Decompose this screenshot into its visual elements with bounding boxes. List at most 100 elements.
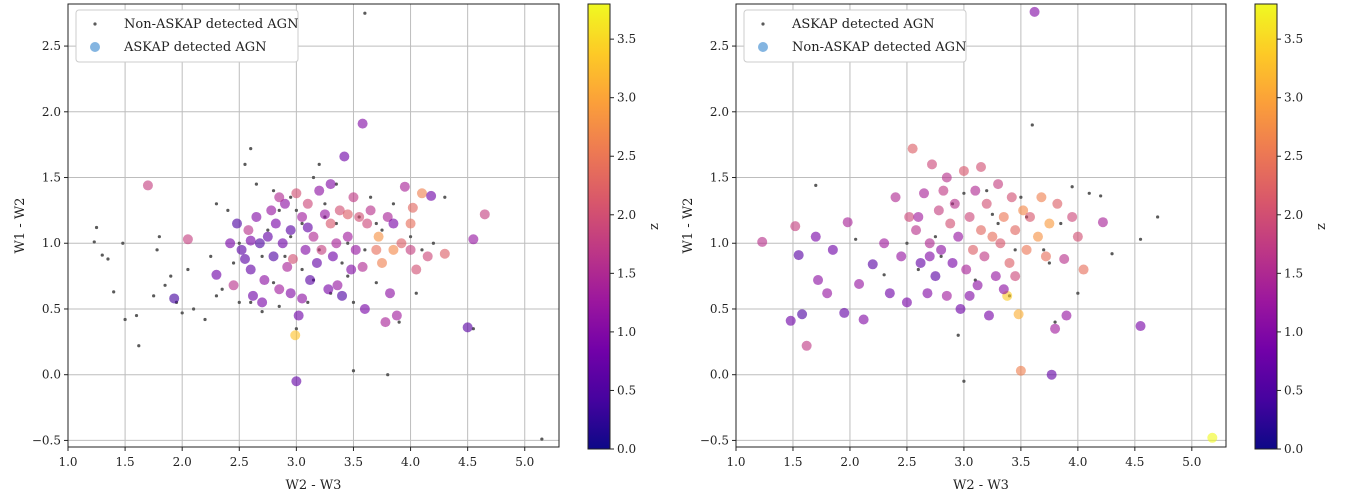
right-large-point	[930, 271, 941, 282]
right-y-tick-label: 2.0	[710, 105, 729, 119]
right-y-axis-label: W1 - W2	[681, 198, 696, 254]
left-large-point	[305, 275, 316, 286]
right-y-tick-label: 2.5	[710, 39, 729, 53]
right-large-dots	[757, 6, 1218, 443]
left-small-point	[277, 304, 281, 308]
right-small-point	[1030, 123, 1034, 127]
left-large-point	[142, 180, 153, 191]
left-large-point	[339, 151, 350, 162]
right-large-point	[976, 225, 986, 236]
left-large-point	[297, 293, 308, 304]
right-small-point	[1013, 248, 1017, 252]
right-large-point	[813, 275, 824, 286]
left-legend: Non-ASKAP detected AGN ASKAP detected AG…	[75, 9, 299, 63]
right-small-point	[1110, 252, 1114, 256]
right-scatter-panel: 1.0 1.5 2.0 2.5 3.0 3.5 4.0 4.5 5.0 −0.5 0.0 0.5 1.…	[681, 3, 1329, 493]
left-large-point	[274, 284, 285, 295]
left-large-point	[373, 231, 384, 242]
left-x-tick-label: 3.5	[344, 455, 363, 469]
left-large-point	[266, 205, 277, 216]
left-large-point	[225, 238, 236, 249]
right-legend-large-marker	[758, 42, 768, 52]
left-large-point	[228, 280, 239, 291]
left-large-point	[346, 264, 357, 275]
right-legend-small-marker	[761, 22, 765, 26]
right-small-point	[962, 191, 966, 195]
left-small-point	[346, 241, 350, 245]
right-x-tick-label: 5.0	[1182, 455, 1201, 469]
right-large-point	[896, 251, 907, 262]
left-small-point	[294, 208, 298, 212]
left-plot-frame	[67, 3, 560, 448]
right-colorbar-tick-label: 2.0	[1284, 208, 1303, 222]
right-x-tick-labels: 1.0 1.5 2.0 2.5 3.0 3.5 4.0 4.5 5.0	[726, 447, 1201, 469]
right-large-point	[757, 236, 768, 247]
left-large-point	[388, 244, 399, 255]
right-x-tick-label: 1.5	[783, 455, 802, 469]
left-large-point	[254, 238, 265, 249]
right-large-point	[1046, 369, 1057, 380]
right-large-point	[958, 165, 969, 176]
right-large-point	[1050, 323, 1061, 334]
left-small-point	[226, 208, 230, 212]
left-large-point	[416, 188, 427, 199]
right-small-point	[996, 221, 1000, 226]
right-colorbar-tick-label: 2.5	[1284, 149, 1303, 163]
left-small-point	[180, 311, 184, 315]
right-colorbar-tick-label: 0.0	[1284, 442, 1303, 456]
left-large-point	[348, 192, 359, 203]
left-large-point	[337, 290, 348, 301]
left-large-point	[287, 254, 298, 265]
right-small-point	[1042, 248, 1046, 252]
right-legend-label-1: ASKAP detected AGN	[791, 17, 934, 32]
left-small-point	[414, 291, 418, 295]
right-large-point	[879, 238, 890, 249]
left-large-point	[439, 248, 450, 259]
left-x-tick-label: 1.0	[58, 455, 77, 469]
left-small-point	[266, 228, 270, 232]
left-large-point	[311, 257, 322, 268]
left-small-point	[283, 254, 287, 258]
left-large-point	[325, 179, 336, 190]
left-scatter-panel: 1.0 1.5 2.0 2.5 3.0 3.5 4.0 4.5 5.0 −0.5 0.0 0.5 1.…	[13, 3, 662, 493]
right-legend-label-2: Non-ASKAP detected AGN	[792, 40, 966, 55]
left-colorbar: 0.0 0.5 1.0 1.5 2.0 2.5 3.0 3.5 z	[587, 3, 662, 456]
left-y-tick-label: 1.0	[42, 236, 61, 250]
right-large-point	[933, 205, 944, 216]
left-large-point	[426, 190, 437, 201]
left-small-point	[306, 300, 310, 305]
left-large-point	[169, 293, 180, 304]
left-large-point	[327, 251, 338, 262]
right-small-point	[985, 189, 989, 193]
left-large-point	[323, 284, 334, 295]
right-small-point	[1059, 221, 1063, 226]
right-large-point	[970, 185, 981, 196]
left-small-point	[112, 290, 116, 294]
left-large-point	[334, 205, 345, 216]
left-large-point	[314, 185, 325, 196]
right-small-point	[1156, 215, 1160, 219]
right-large-point	[998, 211, 1009, 222]
left-large-point	[239, 254, 250, 265]
right-legend-box	[743, 9, 967, 63]
left-small-point	[237, 300, 241, 305]
right-large-point	[822, 288, 833, 299]
right-small-point	[1087, 191, 1091, 195]
right-large-point	[1006, 192, 1017, 203]
right-large-point	[927, 159, 937, 170]
left-small-point	[374, 221, 378, 226]
left-large-point	[411, 264, 422, 275]
left-small-point	[249, 146, 253, 151]
right-colorbar-tick-label: 1.0	[1284, 325, 1303, 339]
right-large-point	[1029, 6, 1040, 17]
left-large-point	[407, 202, 418, 213]
left-small-point	[294, 327, 298, 331]
left-colorbar-tick-label: 0.0	[617, 442, 636, 456]
left-small-point	[100, 253, 104, 257]
left-large-point	[291, 188, 302, 199]
right-large-point	[1013, 309, 1024, 320]
left-y-axis-label: W1 - W2	[13, 198, 28, 254]
right-large-point	[790, 221, 801, 232]
right-large-point	[901, 297, 912, 308]
right-x-tick-label: 1.0	[726, 455, 745, 469]
